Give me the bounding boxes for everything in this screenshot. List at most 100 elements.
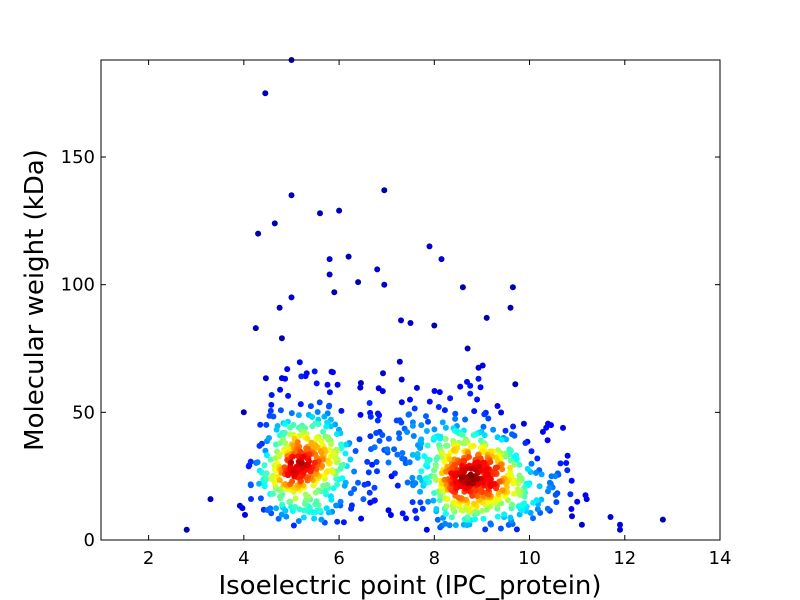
data-point — [569, 513, 575, 520]
data-point — [318, 516, 325, 523]
data-point — [418, 440, 425, 447]
data-point — [334, 481, 341, 488]
data-point — [385, 435, 392, 442]
data-point — [464, 514, 471, 521]
data-point — [520, 420, 527, 427]
data-point — [522, 440, 529, 446]
data-point — [290, 467, 297, 474]
data-point — [492, 464, 499, 471]
data-point — [285, 392, 292, 399]
data-point — [381, 281, 388, 288]
data-point — [385, 507, 392, 514]
data-point — [287, 431, 294, 438]
data-point — [297, 401, 304, 408]
data-point — [488, 521, 494, 528]
data-point — [472, 508, 479, 515]
data-point — [452, 415, 459, 422]
data-point — [462, 416, 469, 423]
data-point — [407, 320, 414, 326]
data-point — [367, 413, 374, 420]
data-point — [263, 476, 270, 483]
data-point — [342, 441, 349, 448]
data-point — [276, 304, 283, 311]
data-point — [267, 407, 274, 414]
data-point — [448, 514, 455, 521]
data-point — [327, 453, 334, 460]
x-tick-label: 14 — [709, 548, 732, 569]
data-point — [371, 497, 378, 504]
data-point — [257, 421, 264, 428]
data-point — [373, 430, 380, 436]
data-point — [313, 435, 320, 442]
data-point — [464, 345, 471, 352]
data-point — [326, 256, 333, 263]
data-point — [494, 403, 501, 409]
data-point — [261, 462, 268, 469]
data-point — [387, 512, 394, 518]
data-point — [447, 395, 454, 402]
data-point — [391, 470, 398, 477]
data-point — [467, 505, 474, 512]
data-point — [435, 404, 442, 410]
data-point — [325, 403, 332, 410]
data-point — [356, 436, 363, 443]
data-point — [574, 498, 581, 505]
data-point — [552, 491, 559, 498]
data-point — [470, 432, 477, 439]
data-point — [530, 515, 536, 522]
data-point — [256, 480, 263, 487]
data-point — [321, 413, 328, 420]
data-point — [271, 479, 278, 486]
data-point — [374, 417, 381, 424]
data-point — [288, 192, 295, 199]
data-point — [384, 446, 391, 453]
data-point — [524, 465, 531, 472]
data-point — [409, 451, 416, 458]
data-point — [453, 478, 460, 485]
data-point — [334, 381, 341, 388]
data-point — [316, 399, 323, 406]
data-point — [268, 401, 275, 408]
data-point — [409, 422, 416, 429]
data-point — [266, 435, 272, 441]
data-point — [318, 438, 325, 445]
data-point — [282, 421, 288, 428]
data-point — [303, 461, 310, 468]
data-point — [320, 482, 327, 489]
data-point — [399, 510, 406, 517]
data-point — [528, 448, 535, 455]
y-axis-ticks: 0 50 100 150 — [61, 147, 720, 551]
data-point — [334, 518, 341, 525]
data-point — [311, 515, 318, 522]
data-point — [452, 410, 459, 417]
data-point — [399, 450, 406, 456]
data-point — [532, 469, 539, 476]
data-point — [277, 386, 284, 393]
data-point — [270, 413, 277, 420]
data-point — [473, 487, 479, 494]
data-point — [514, 486, 521, 493]
data-point — [507, 457, 514, 464]
data-point — [414, 451, 421, 457]
data-point — [398, 419, 405, 426]
data-point — [312, 489, 319, 496]
data-point — [446, 522, 453, 529]
data-point — [355, 279, 362, 286]
data-point — [381, 187, 388, 194]
data-points — [183, 57, 666, 533]
data-point — [560, 424, 566, 431]
data-point — [282, 481, 289, 488]
data-point — [432, 464, 439, 471]
data-point — [289, 478, 296, 485]
data-point — [659, 516, 666, 523]
data-point — [563, 460, 570, 466]
data-point — [423, 413, 429, 420]
data-point — [536, 483, 543, 490]
data-point — [257, 495, 264, 502]
data-point — [477, 384, 484, 391]
data-point — [433, 477, 440, 483]
data-point — [507, 464, 514, 471]
data-point — [374, 266, 381, 273]
data-point — [521, 500, 528, 507]
data-point — [207, 496, 214, 503]
